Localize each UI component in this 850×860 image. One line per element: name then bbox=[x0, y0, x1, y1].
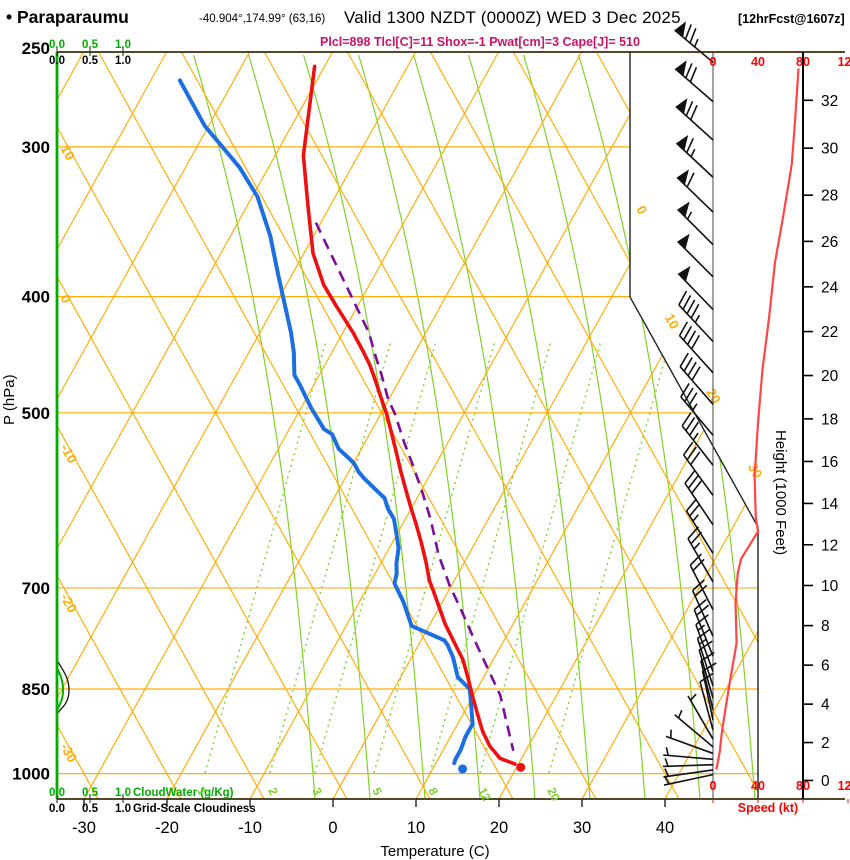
dewpoint-dot bbox=[458, 764, 468, 774]
svg-text:0.5: 0.5 bbox=[82, 787, 99, 799]
svg-text:20: 20 bbox=[821, 368, 839, 385]
cloud-profiles bbox=[55, 52, 70, 799]
svg-text:1.0: 1.0 bbox=[115, 55, 131, 67]
svg-text:-30: -30 bbox=[72, 819, 96, 837]
svg-text:0: 0 bbox=[821, 773, 830, 790]
svg-text:12: 12 bbox=[821, 537, 838, 554]
svg-text:250: 250 bbox=[22, 39, 50, 58]
svg-text:700: 700 bbox=[22, 579, 50, 598]
station-coordinates: -40.904°,174.99° (63,16) bbox=[199, 13, 326, 25]
svg-text:10: 10 bbox=[57, 142, 77, 162]
isotherms bbox=[57, 52, 758, 799]
svg-text:Grid-Scale Cloudiness: Grid-Scale Cloudiness bbox=[133, 803, 256, 815]
wind-speed-curve bbox=[715, 68, 800, 770]
svg-text:6: 6 bbox=[821, 658, 830, 675]
svg-text:0: 0 bbox=[710, 779, 717, 793]
svg-text:5: 5 bbox=[369, 785, 385, 797]
svg-text:0.0: 0.0 bbox=[49, 55, 65, 67]
svg-text:14: 14 bbox=[821, 496, 839, 513]
sounding-parameters: Plcl=898 Tlcl[C]=11 Shox=-1 Pwat[cm]=3 C… bbox=[320, 35, 640, 49]
svg-text:1.0: 1.0 bbox=[115, 787, 131, 799]
svg-text:Speed (kt): Speed (kt) bbox=[738, 801, 798, 815]
svg-text:0: 0 bbox=[710, 55, 717, 69]
parcel-curve bbox=[314, 222, 515, 751]
svg-text:10: 10 bbox=[821, 578, 839, 595]
svg-text:26: 26 bbox=[821, 234, 838, 251]
svg-text:1.0: 1.0 bbox=[115, 803, 131, 815]
svg-text:-20: -20 bbox=[155, 819, 179, 837]
svg-text:CloudWater (g/Kg): CloudWater (g/Kg) bbox=[133, 787, 234, 799]
svg-text:0: 0 bbox=[328, 819, 337, 837]
svg-text:40: 40 bbox=[656, 819, 674, 837]
svg-text:30: 30 bbox=[573, 819, 591, 837]
temperature-curve bbox=[301, 64, 517, 766]
moist-adiabats bbox=[193, 54, 758, 799]
svg-text:12: 12 bbox=[475, 785, 493, 803]
svg-text:10: 10 bbox=[662, 311, 682, 331]
svg-text:0.5: 0.5 bbox=[82, 55, 99, 67]
svg-text:20: 20 bbox=[490, 819, 508, 837]
isobar-lines bbox=[57, 146, 758, 775]
svg-text:3: 3 bbox=[309, 785, 325, 797]
svg-text:P (hPa): P (hPa) bbox=[1, 374, 18, 425]
svg-text:500: 500 bbox=[22, 404, 50, 423]
svg-text:120: 120 bbox=[838, 779, 850, 793]
sounding-curves bbox=[177, 64, 526, 774]
forecast-tag: [12hrFcst@1607z] bbox=[738, 12, 845, 26]
svg-text:1000: 1000 bbox=[12, 765, 50, 784]
svg-text:10: 10 bbox=[407, 819, 425, 837]
svg-text:0.5: 0.5 bbox=[82, 803, 99, 815]
mixing-ratio-lines bbox=[204, 339, 671, 774]
wind-barbs bbox=[663, 21, 717, 786]
svg-text:0.5: 0.5 bbox=[82, 39, 99, 51]
svg-text:22: 22 bbox=[821, 324, 838, 341]
svg-text:300: 300 bbox=[22, 138, 50, 157]
svg-text:1.0: 1.0 bbox=[115, 39, 131, 51]
plot-area bbox=[57, 52, 758, 799]
svg-text:0.0: 0.0 bbox=[49, 39, 65, 51]
svg-text:Height (1000 Feet): Height (1000 Feet) bbox=[772, 430, 789, 555]
svg-text:850: 850 bbox=[22, 680, 50, 699]
svg-text:40: 40 bbox=[751, 779, 765, 793]
pressure-axis: 250 300 400 500 700 850 1000 P (hPa) bbox=[1, 39, 50, 784]
valid-time: Valid 1300 NZDT (0000Z) WED 3 Dec 2025 bbox=[344, 8, 681, 27]
station-name: • Paraparaumu bbox=[6, 7, 129, 27]
svg-text:0.0: 0.0 bbox=[49, 787, 65, 799]
svg-text:40: 40 bbox=[751, 55, 765, 69]
svg-text:2: 2 bbox=[265, 785, 281, 797]
svg-text:24: 24 bbox=[821, 279, 839, 296]
svg-text:2: 2 bbox=[821, 735, 830, 752]
temperature-dot bbox=[516, 762, 526, 772]
svg-text:28: 28 bbox=[821, 188, 838, 205]
dry-adiabats bbox=[57, 52, 758, 799]
wind-panel: 0040408080120120Speed (kt)02468101214161… bbox=[663, 21, 850, 815]
svg-text:400: 400 bbox=[22, 288, 50, 307]
svg-text:4: 4 bbox=[821, 697, 830, 714]
svg-text:0: 0 bbox=[633, 203, 650, 217]
svg-text:-10: -10 bbox=[238, 819, 262, 837]
svg-text:8: 8 bbox=[821, 618, 830, 635]
svg-text:0.0: 0.0 bbox=[49, 803, 65, 815]
svg-text:120: 120 bbox=[838, 55, 850, 69]
dewpoint-curve bbox=[177, 78, 475, 766]
svg-text:32: 32 bbox=[821, 93, 838, 110]
svg-text:20: 20 bbox=[544, 785, 562, 803]
temperature-axis: -30 -20 -10 0 10 20 30 40 Temperature (C) bbox=[72, 799, 674, 860]
cloud-scale-axes: 0.00.00.00.00.50.50.50.51.01.01.01.0Clou… bbox=[49, 39, 256, 815]
svg-text:16: 16 bbox=[821, 454, 838, 471]
svg-text:Temperature (C): Temperature (C) bbox=[380, 843, 489, 860]
svg-text:8: 8 bbox=[425, 785, 441, 797]
svg-text:30: 30 bbox=[821, 141, 839, 158]
svg-text:18: 18 bbox=[821, 411, 838, 428]
